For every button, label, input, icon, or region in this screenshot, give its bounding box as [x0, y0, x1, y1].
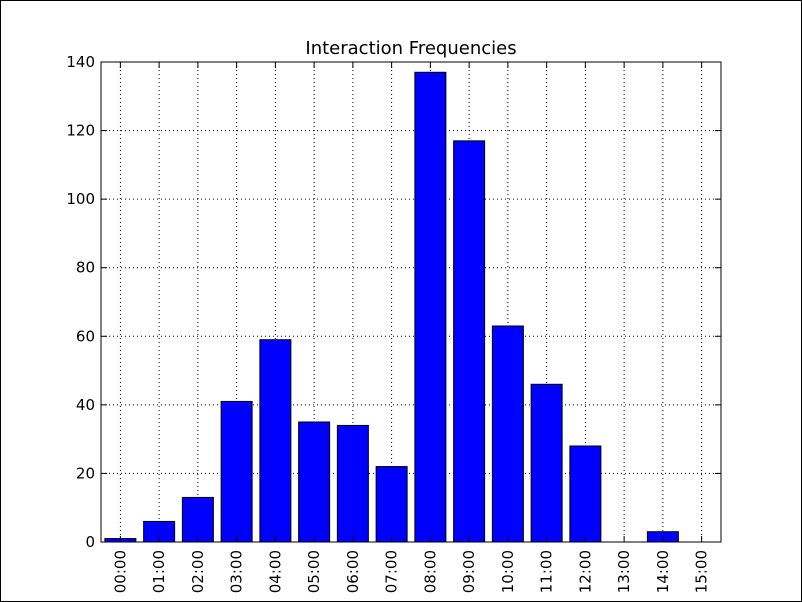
- y-tick-label: 100: [66, 190, 95, 208]
- y-tick-label: 20: [76, 464, 95, 482]
- bar-09:00: [453, 140, 486, 543]
- x-tick-label: 04:00: [266, 550, 284, 593]
- bar-05:00: [298, 421, 331, 543]
- axis-ticks: [101, 61, 721, 543]
- x-tick-label: 05:00: [305, 550, 323, 593]
- y-tick-label: 120: [66, 122, 95, 140]
- chart-title: Interaction Frequencies: [305, 38, 516, 59]
- grid-lines: [101, 62, 721, 542]
- x-tick-label: 03:00: [228, 550, 246, 593]
- x-tick-label: 08:00: [421, 550, 439, 593]
- bar-07:00: [375, 466, 408, 543]
- y-tick-label: 40: [76, 396, 95, 414]
- x-tick-label: 09:00: [460, 550, 478, 593]
- bar-03:00: [220, 400, 253, 543]
- x-tick-label: 14:00: [654, 550, 672, 593]
- bar-02:00: [181, 496, 214, 543]
- x-tick-label: 00:00: [111, 550, 129, 593]
- x-tick-label: 06:00: [344, 550, 362, 593]
- plot-area-border: [100, 61, 722, 543]
- y-tick-label: 80: [76, 259, 95, 277]
- y-axis-tick-labels: 0 20 40 60 80 100 120 140: [66, 53, 95, 551]
- bars: [104, 71, 679, 543]
- x-tick-label: 13:00: [615, 550, 633, 593]
- bar-11:00: [530, 383, 563, 543]
- y-tick-label: 60: [76, 327, 95, 345]
- x-tick-label: 01:00: [150, 550, 168, 593]
- y-tick-label: 0: [85, 533, 95, 551]
- bar-06:00: [336, 424, 369, 543]
- x-tick-label: 15:00: [693, 550, 711, 593]
- bar-10:00: [491, 325, 524, 543]
- bar-12:00: [569, 445, 602, 543]
- bar-08:00: [414, 71, 447, 543]
- x-tick-label: 11:00: [538, 550, 556, 593]
- bar-04:00: [259, 339, 292, 543]
- x-tick-label: 10:00: [499, 550, 517, 593]
- x-tick-label: 02:00: [189, 550, 207, 593]
- x-tick-label: 07:00: [383, 550, 401, 593]
- x-axis-tick-labels: 00:00 01:00 02:00 03:00 04:00 05:00 06:00 07:00…: [111, 550, 710, 593]
- y-tick-label: 140: [66, 53, 95, 71]
- x-tick-label: 12:00: [576, 550, 594, 593]
